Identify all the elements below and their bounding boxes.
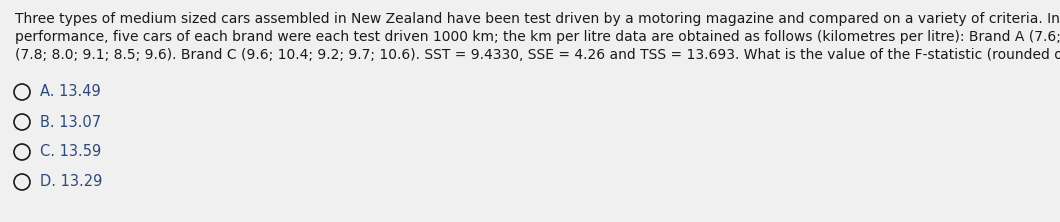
Text: (7.8; 8.0; 9.1; 8.5; 9.6). Brand C (9.6; 10.4; 9.2; 9.7; 10.6). SST = 9.4330, SS: (7.8; 8.0; 9.1; 8.5; 9.6). Brand C (9.6;… xyxy=(15,48,1060,62)
Text: B. 13.07: B. 13.07 xyxy=(40,115,101,129)
Text: C. 13.59: C. 13.59 xyxy=(40,145,102,159)
Text: D. 13.29: D. 13.29 xyxy=(40,174,103,190)
Text: performance, five cars of each brand were each test driven 1000 km; the km per l: performance, five cars of each brand wer… xyxy=(15,30,1060,44)
Text: A. 13.49: A. 13.49 xyxy=(40,85,101,99)
Text: Three types of medium sized cars assembled in New Zealand have been test driven : Three types of medium sized cars assembl… xyxy=(15,12,1060,26)
